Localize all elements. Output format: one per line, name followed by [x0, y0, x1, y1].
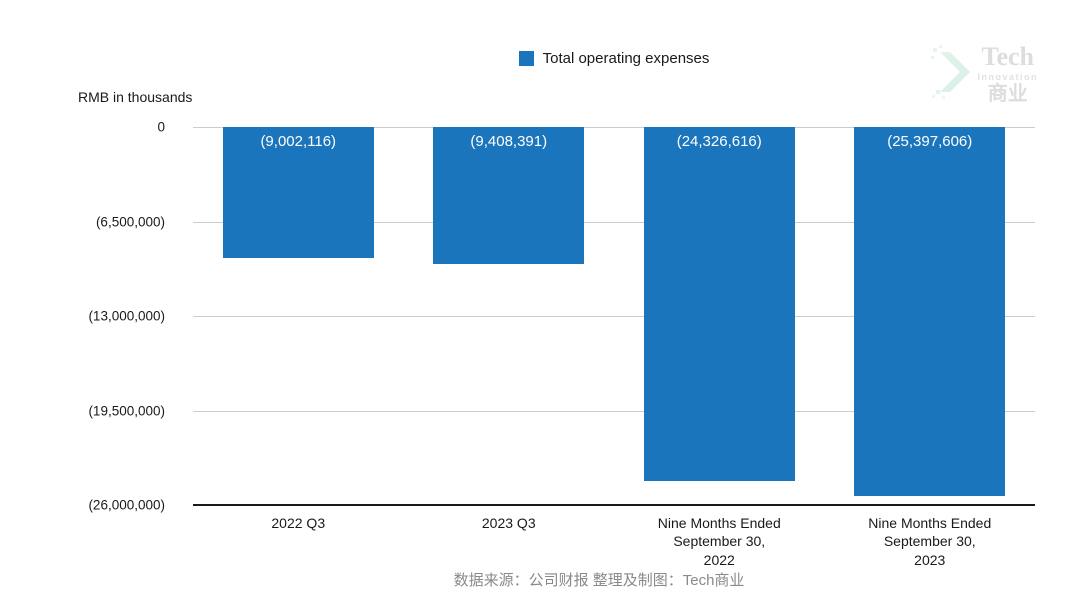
gridline — [193, 410, 1035, 412]
x-tick-label: Nine Months Ended September 30, 2022 — [657, 515, 781, 568]
y-tick-label: (13,000,000) — [88, 308, 165, 324]
bar-value-label: (25,397,606) — [887, 133, 973, 150]
logo-text-shangye: 商业 — [987, 83, 1028, 105]
x-axis-tick-labels: 2022 Q3 2023 Q3 Nine Months Ended Septembe… — [193, 514, 1035, 568]
bar-1: (9,002,116) — [222, 127, 374, 258]
x-tick-label: Nine Months Ended September 30, 2023 — [868, 515, 992, 568]
y-axis-tick-labels: 0 (6,500,000) (13,000,000) (19,500,000) (26,… — [0, 120, 179, 513]
legend-swatch — [518, 51, 534, 66]
x-tick-label: 2023 Q3 — [481, 515, 536, 531]
y-axis-unit-label: RMB in thousands — [78, 89, 193, 105]
bar-2: (9,408,391) — [433, 127, 585, 264]
y-tick-label: (26,000,000) — [88, 497, 165, 513]
bar-4: (25,397,606) — [854, 127, 1006, 497]
y-tick-label: 0 — [157, 119, 165, 135]
gridline — [193, 127, 1035, 128]
y-tick-label: (6,500,000) — [95, 214, 165, 229]
gridline — [193, 316, 1035, 317]
plot-area: (9,002,116) (9,408,391) (24,326,616) (25,39… — [193, 127, 1035, 506]
x-axis-line — [193, 504, 1035, 506]
gridline — [193, 221, 1035, 223]
bar-value-label: (24,326,616) — [676, 133, 762, 150]
source-note: 数据来源：公司财报 整理及制图：Tech商业 — [453, 572, 745, 589]
bar-value-label: (9,408,391) — [470, 133, 548, 150]
bar-value-label: (9,002,116) — [260, 133, 337, 150]
logo-text-innovation: Innovation — [977, 72, 1038, 82]
y-tick-label: (19,500,000) — [88, 403, 165, 418]
bar-3: (24,326,616) — [643, 127, 795, 481]
x-tick-label: 2022 Q3 — [271, 515, 326, 531]
chart-legend: Total operating expenses — [193, 50, 1035, 67]
legend-label: Total operating expenses — [542, 50, 710, 67]
